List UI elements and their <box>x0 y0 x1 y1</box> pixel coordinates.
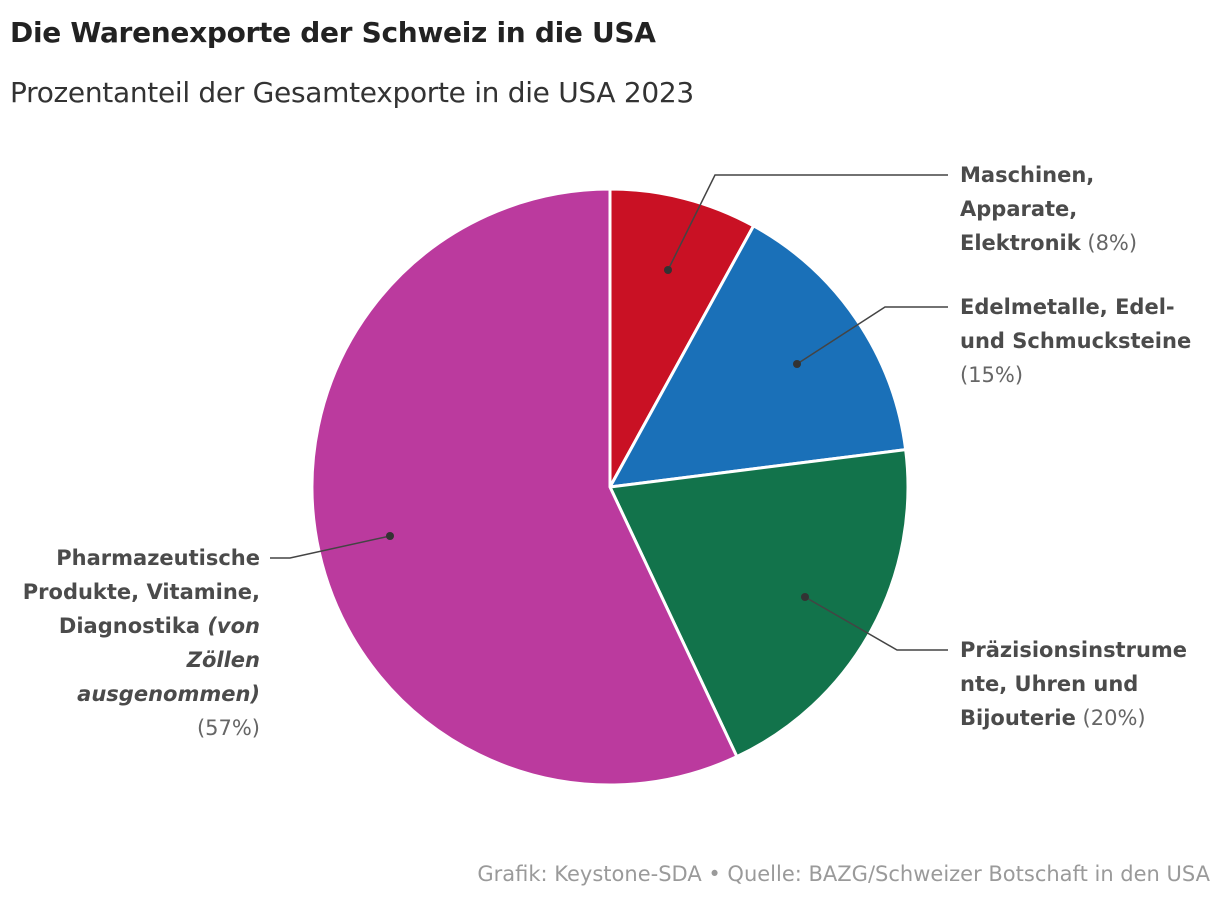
label-line: nte, Uhren und <box>960 667 1187 701</box>
label-line: ausgenommen) <box>23 677 260 711</box>
label-line: Edelmetalle, Edel- <box>960 290 1191 324</box>
label-line: (57%) <box>23 711 260 745</box>
slice-percent: (20%) <box>1075 706 1146 730</box>
slice-name: Maschinen, <box>960 163 1095 187</box>
label-line: Pharmazeutische <box>23 541 260 575</box>
slice-name: Produkte, Vitamine, <box>22 580 260 604</box>
slice-name: nte, Uhren und <box>960 672 1139 696</box>
label-line: und Schmucksteine <box>960 324 1191 358</box>
chart-title: Die Warenexporte der Schweiz in die USA <box>10 16 656 49</box>
pie-slice-maschinen <box>608 187 756 489</box>
callout-dot-praezision <box>801 593 809 601</box>
callout-dot-maschinen <box>664 266 672 274</box>
slice-name: Diagnostika <box>58 614 208 638</box>
label-line: Apparate, <box>960 192 1137 226</box>
slice-percent: (15%) <box>960 363 1024 387</box>
callout-line-maschinen <box>667 174 948 271</box>
label-line: Elektronik (8%) <box>960 226 1137 260</box>
slice-name: und Schmucksteine <box>960 329 1192 353</box>
slice-label-praezision: Präzisionsinstrume nte, Uhren und Bijouter… <box>960 633 1187 735</box>
slice-name: Pharmazeutische <box>56 546 260 570</box>
slice-label-pharma: Pharmazeutische Produkte, Vitamine, Diagno… <box>23 541 260 745</box>
slice-percent: (57%) <box>196 716 260 740</box>
label-line: Diagnostika (von <box>23 609 260 643</box>
label-line: Präzisionsinstrume <box>960 633 1187 667</box>
callout-line-edelmetalle <box>796 306 948 365</box>
slice-name: Zöllen <box>186 648 260 672</box>
slice-name: Edelmetalle, Edel- <box>960 295 1175 319</box>
slice-name: Bijouterie <box>960 706 1076 730</box>
pie-slice-praezision <box>608 448 910 759</box>
slice-label-maschinen: Maschinen, Apparate, Elektronik (8%) <box>960 158 1137 260</box>
label-line: Bijouterie (20%) <box>960 701 1187 735</box>
callout-dot-edelmetalle <box>793 360 801 368</box>
slice-label-edelmetalle: Edelmetalle, Edel-und Schmucksteine (15%) <box>960 290 1191 392</box>
slice-name: Apparate, <box>960 197 1078 221</box>
label-line: Zöllen <box>23 643 260 677</box>
callout-line-praezision <box>804 596 948 651</box>
pie-slice-edelmetalle <box>608 224 908 489</box>
slice-name: (von <box>207 614 260 638</box>
slice-name: Präzisionsinstrume <box>960 638 1188 662</box>
callout-line-pharma <box>270 535 391 559</box>
label-line: Produkte, Vitamine, <box>23 575 260 609</box>
label-line: (15%) <box>960 358 1191 392</box>
label-line: Maschinen, <box>960 158 1137 192</box>
source-note: Grafik: Keystone-SDA • Quelle: BAZG/Schw… <box>477 862 1210 886</box>
slice-name: ausgenommen) <box>77 682 260 706</box>
slice-name: Elektronik <box>960 231 1081 255</box>
chart-subtitle: Prozentanteil der Gesamtexporte in die U… <box>10 76 694 109</box>
callout-dot-pharma <box>386 532 394 540</box>
slice-percent: (8%) <box>1080 231 1138 255</box>
